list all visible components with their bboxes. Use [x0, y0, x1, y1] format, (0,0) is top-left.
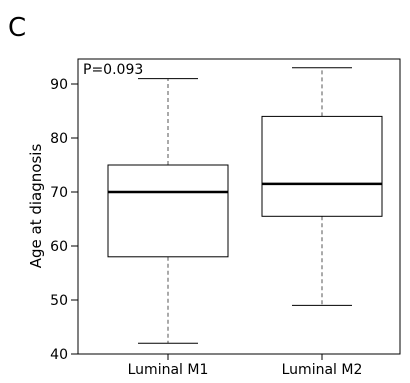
box-luminal-m1: [107, 78, 229, 344]
panel-label: C: [8, 13, 26, 43]
p-value-annotation: P=0.093: [83, 62, 143, 78]
y-tick-label-90: 90: [50, 77, 68, 93]
box-luminal-m2: [261, 67, 383, 306]
y-axis-label: Age at diagnosis: [27, 144, 45, 269]
y-tick-label-40: 40: [50, 347, 68, 363]
y-tick-label-50: 50: [50, 293, 68, 309]
iqr-box-luminal-m2: [261, 115, 383, 217]
y-tick-label-80: 80: [50, 131, 68, 147]
plot-frame: [77, 58, 401, 355]
y-tick-label-70: 70: [50, 185, 68, 201]
y-tick-label-60: 60: [50, 239, 68, 255]
iqr-box-luminal-m1: [107, 164, 229, 258]
boxes: [107, 67, 383, 344]
x-axis: Luminal M1 Luminal M2: [128, 354, 363, 378]
x-tick-label-luminal-m2: Luminal M2: [282, 362, 363, 378]
x-tick-label-luminal-m1: Luminal M1: [128, 362, 209, 378]
y-axis: 40 50 60 70 80 90: [50, 77, 78, 363]
